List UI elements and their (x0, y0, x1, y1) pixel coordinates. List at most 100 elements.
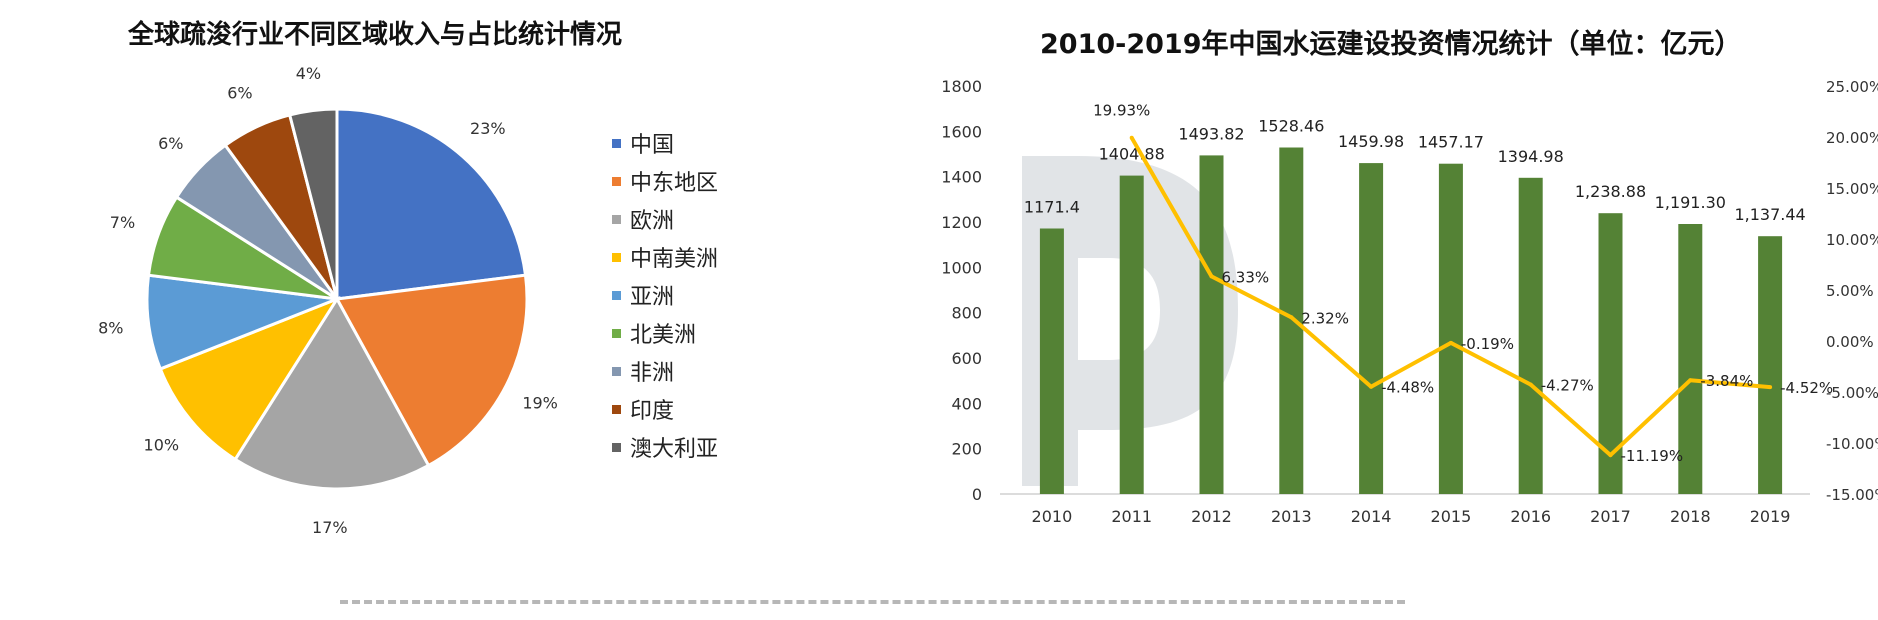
pie-chart: 23% 19% 17% 10% 8% 7% 6% 6% 4% (98, 64, 558, 537)
growth-point (1768, 385, 1773, 390)
pie-slice-label: 6% (227, 84, 252, 103)
growth-value-label: 6.33% (1222, 268, 1270, 286)
bar-value-label: 1,137.44 (1734, 205, 1805, 224)
bar-value-label: 1459.98 (1338, 132, 1404, 151)
growth-point (1209, 274, 1214, 279)
growth-value-label: -3.84% (1700, 372, 1753, 390)
bar (1039, 228, 1064, 494)
pie-slice (287, 107, 339, 300)
legend-swatch (612, 442, 621, 452)
y2-axis-tick-label: 20.00% (1826, 129, 1878, 147)
growth-point (1528, 382, 1533, 387)
y-axis-tick-label: 800 (951, 304, 982, 323)
y2-axis-tick-label: 5.00% (1826, 282, 1874, 300)
legend-swatch (612, 328, 621, 338)
bar (1438, 163, 1463, 494)
y-axis-tick-label: 1400 (941, 168, 982, 187)
bar-value-label: 1493.82 (1178, 124, 1244, 143)
growth-value-label: -4.27% (1541, 377, 1594, 395)
y-axis-tick-label: 0 (972, 485, 982, 504)
y2-axis-tick-label: 10.00% (1826, 231, 1878, 249)
bar-value-label: 1,238.88 (1575, 182, 1646, 201)
pie-slice-label: 10% (144, 435, 180, 454)
legend-item: 中南美洲 (612, 238, 718, 276)
bar (1279, 147, 1304, 494)
pie-slice (145, 273, 338, 371)
growth-point (1289, 315, 1294, 320)
pie-slice (233, 296, 431, 491)
pie-slice (335, 107, 528, 301)
y2-axis-tick-label: -10.00% (1826, 435, 1878, 453)
growth-point (1129, 135, 1134, 140)
bar (1758, 236, 1783, 494)
pie-slice-label: 4% (296, 64, 321, 83)
legend-label: 中国 (630, 133, 675, 158)
legend-swatch (612, 252, 621, 262)
bar-value-label: 1457.17 (1418, 133, 1484, 152)
y-axis-tick-label: 1600 (941, 122, 982, 141)
legend-label: 非洲 (630, 361, 675, 386)
legend-item: 印度 (612, 390, 718, 428)
watermark-logo (1022, 156, 1238, 486)
legend-item: 欧洲 (612, 200, 718, 238)
bar (1518, 177, 1543, 495)
bar-value-label: 1528.46 (1258, 117, 1324, 136)
bar-value-label: 1404.88 (1099, 145, 1165, 164)
growth-point (1608, 453, 1613, 458)
y-axis-tick-label: 1200 (941, 213, 982, 232)
legend-label: 中南美洲 (630, 247, 719, 272)
growth-value-label: -4.52% (1780, 379, 1833, 397)
y2-axis-tick-label: 25.00% (1826, 78, 1878, 96)
pie-slice (158, 295, 341, 462)
x-axis-tick-label: 2018 (1670, 507, 1711, 526)
pie-slice-label: 19% (522, 394, 558, 413)
bar (1199, 155, 1224, 494)
legend-item: 中国 (612, 124, 718, 162)
legend-item: 非洲 (612, 352, 718, 390)
bar-chart-title: 2010-2019年中国水运建设投资情况统计（单位：亿元） (1040, 29, 1742, 60)
pie-slice-label: 7% (110, 213, 135, 232)
growth-point (1448, 340, 1453, 345)
y-axis-tick-label: 400 (951, 394, 982, 413)
y-axis-tick-label: 1000 (941, 258, 982, 277)
legend-label: 澳大利亚 (630, 437, 719, 462)
pie-chart-title: 全球疏浚行业不同区域收入与占比统计情况 (128, 20, 623, 50)
bar (1359, 163, 1384, 494)
x-axis-tick-label: 2017 (1590, 507, 1631, 526)
legend-swatch (612, 366, 621, 376)
pie-slice-label: 8% (98, 319, 123, 338)
bar-value-label: 1,191.30 (1655, 193, 1726, 212)
y-axis-tick-label: 1800 (941, 77, 982, 96)
growth-value-label: -0.19% (1461, 335, 1514, 353)
y-axis-tick-label: 200 (951, 440, 982, 459)
x-axis-tick-label: 2013 (1271, 507, 1312, 526)
x-axis-tick-label: 2015 (1431, 507, 1472, 526)
legend-label: 亚洲 (630, 285, 675, 310)
legend-swatch (612, 290, 621, 300)
growth-point (1369, 384, 1374, 389)
bar (1598, 213, 1623, 494)
bar-value-label: 1394.98 (1498, 147, 1564, 166)
legend-swatch (612, 214, 621, 224)
x-axis-tick-label: 2019 (1750, 507, 1791, 526)
pie-legend: 中国中东地区 欧洲中南美洲亚洲北美洲非洲印度澳大利亚 (612, 124, 718, 466)
growth-value-label: -11.19% (1621, 447, 1684, 465)
legend-item: 中东地区 (612, 162, 718, 200)
y-axis-tick-label: 600 (951, 349, 982, 368)
bar (1119, 175, 1144, 494)
dashed-divider (340, 600, 1405, 604)
pie-slice-label: 23% (470, 119, 506, 138)
x-axis-tick-label: 2014 (1351, 507, 1392, 526)
x-axis-tick-label: 2016 (1510, 507, 1551, 526)
legend-swatch (612, 176, 621, 186)
x-axis-tick-label: 2012 (1191, 507, 1232, 526)
legend-label: 北美洲 (630, 323, 697, 348)
x-axis-tick-label: 2010 (1032, 507, 1073, 526)
legend-item: 北美洲 (612, 314, 718, 352)
y2-axis-tick-label: -15.00% (1826, 486, 1878, 504)
legend-item: 澳大利亚 (612, 428, 718, 466)
growth-value-label: -4.48% (1381, 379, 1434, 397)
watermark-letter-shape (1022, 156, 1238, 486)
bar-value-label: 1171.4 (1024, 198, 1080, 217)
x-axis-tick-label: 2011 (1111, 507, 1152, 526)
